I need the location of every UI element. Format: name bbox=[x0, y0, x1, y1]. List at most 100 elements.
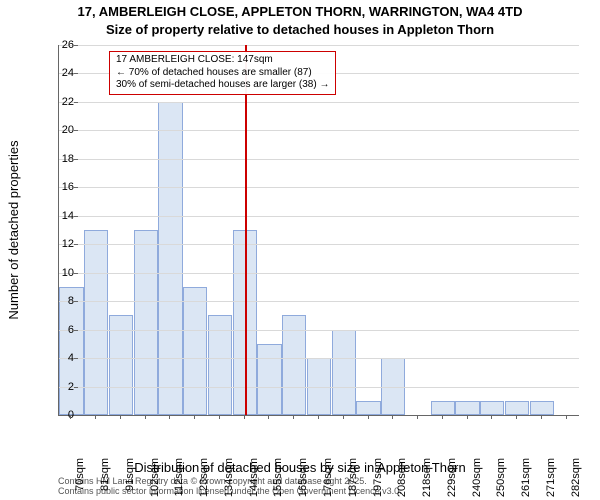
gridline-h bbox=[59, 330, 579, 331]
y-tick-mark bbox=[74, 301, 78, 302]
reference-line bbox=[245, 45, 247, 415]
histogram-bar bbox=[183, 287, 207, 415]
x-tick-mark bbox=[343, 415, 344, 419]
histogram-bar bbox=[257, 344, 281, 415]
histogram-bar bbox=[455, 401, 479, 415]
x-tick-label: 123sqm bbox=[198, 458, 210, 497]
gridline-h bbox=[59, 358, 579, 359]
x-tick-label: 240sqm bbox=[471, 458, 483, 497]
x-tick-mark bbox=[293, 415, 294, 419]
y-tick-mark bbox=[74, 244, 78, 245]
x-tick-mark bbox=[566, 415, 567, 419]
gridline-h bbox=[59, 102, 579, 103]
y-tick-label: 8 bbox=[46, 295, 74, 307]
histogram-bar bbox=[480, 401, 504, 415]
x-tick-label: 271sqm bbox=[545, 458, 557, 497]
y-tick-mark bbox=[74, 187, 78, 188]
histogram-bar bbox=[505, 401, 529, 415]
x-tick-label: 81sqm bbox=[99, 458, 111, 491]
x-tick-label: 208sqm bbox=[396, 458, 408, 497]
reference-annotation: 17 AMBERLEIGH CLOSE: 147sqm ← 70% of det… bbox=[109, 51, 336, 95]
gridline-h bbox=[59, 387, 579, 388]
gridline-h bbox=[59, 130, 579, 131]
x-tick-mark bbox=[516, 415, 517, 419]
x-tick-label: 187sqm bbox=[347, 458, 359, 497]
y-tick-mark bbox=[74, 159, 78, 160]
y-tick-mark bbox=[74, 130, 78, 131]
x-tick-label: 134sqm bbox=[223, 458, 235, 497]
gridline-h bbox=[59, 273, 579, 274]
x-tick-mark bbox=[392, 415, 393, 419]
x-tick-mark bbox=[368, 415, 369, 419]
x-tick-mark bbox=[467, 415, 468, 419]
gridline-h bbox=[59, 301, 579, 302]
x-tick-mark bbox=[95, 415, 96, 419]
x-tick-mark bbox=[268, 415, 269, 419]
gridline-h bbox=[59, 244, 579, 245]
x-tick-label: 102sqm bbox=[149, 458, 161, 497]
x-tick-label: 229sqm bbox=[446, 458, 458, 497]
x-tick-label: 70sqm bbox=[74, 458, 86, 491]
y-tick-label: 24 bbox=[46, 67, 74, 79]
gridline-h bbox=[59, 216, 579, 217]
x-tick-mark bbox=[169, 415, 170, 419]
y-tick-mark bbox=[74, 358, 78, 359]
x-tick-label: 155sqm bbox=[272, 458, 284, 497]
x-tick-mark bbox=[318, 415, 319, 419]
x-tick-mark bbox=[244, 415, 245, 419]
plot-area: 17 AMBERLEIGH CLOSE: 147sqm ← 70% of det… bbox=[58, 45, 579, 416]
x-tick-mark bbox=[219, 415, 220, 419]
x-tick-mark bbox=[70, 415, 71, 419]
x-tick-label: 250sqm bbox=[495, 458, 507, 497]
histogram-bar bbox=[431, 401, 455, 415]
x-tick-mark bbox=[442, 415, 443, 419]
y-axis-label: Number of detached properties bbox=[6, 140, 21, 319]
x-tick-label: 261sqm bbox=[520, 458, 532, 497]
y-tick-label: 4 bbox=[46, 352, 74, 364]
histogram-bar bbox=[158, 102, 182, 415]
gridline-h bbox=[59, 187, 579, 188]
chart-title-line2: Size of property relative to detached ho… bbox=[0, 22, 600, 38]
x-tick-mark bbox=[194, 415, 195, 419]
y-tick-mark bbox=[74, 45, 78, 46]
y-tick-label: 16 bbox=[46, 181, 74, 193]
gridline-h bbox=[59, 159, 579, 160]
y-tick-label: 22 bbox=[46, 96, 74, 108]
y-tick-label: 20 bbox=[46, 124, 74, 136]
y-tick-mark bbox=[74, 102, 78, 103]
y-tick-label: 18 bbox=[46, 153, 74, 165]
histogram-bar bbox=[356, 401, 380, 415]
histogram-bar bbox=[530, 401, 554, 415]
annotation-line1: 17 AMBERLEIGH CLOSE: 147sqm bbox=[116, 54, 329, 67]
x-tick-mark bbox=[541, 415, 542, 419]
x-tick-mark bbox=[417, 415, 418, 419]
histogram-bar bbox=[332, 330, 356, 415]
annotation-line2: ← 70% of detached houses are smaller (87… bbox=[116, 67, 329, 80]
y-tick-label: 14 bbox=[46, 210, 74, 222]
y-tick-mark bbox=[74, 415, 78, 416]
x-tick-label: 91sqm bbox=[124, 458, 136, 491]
y-tick-label: 10 bbox=[46, 267, 74, 279]
x-tick-label: 197sqm bbox=[372, 458, 384, 497]
y-tick-label: 26 bbox=[46, 39, 74, 51]
y-tick-mark bbox=[74, 387, 78, 388]
y-tick-mark bbox=[74, 216, 78, 217]
x-tick-label: 165sqm bbox=[297, 458, 309, 497]
x-tick-mark bbox=[120, 415, 121, 419]
x-tick-label: 176sqm bbox=[322, 458, 334, 497]
y-tick-label: 12 bbox=[46, 238, 74, 250]
y-tick-mark bbox=[74, 273, 78, 274]
x-tick-mark bbox=[145, 415, 146, 419]
x-tick-mark bbox=[491, 415, 492, 419]
annotation-line3: 30% of semi-detached houses are larger (… bbox=[116, 79, 329, 92]
y-tick-mark bbox=[74, 330, 78, 331]
x-tick-label: 112sqm bbox=[173, 458, 185, 496]
chart-container: { "chart": { "type": "histogram", "title… bbox=[0, 0, 600, 500]
y-tick-label: 6 bbox=[46, 324, 74, 336]
x-tick-label: 282sqm bbox=[570, 458, 582, 497]
x-tick-label: 144sqm bbox=[248, 458, 260, 497]
chart-title-line1: 17, AMBERLEIGH CLOSE, APPLETON THORN, WA… bbox=[0, 4, 600, 20]
y-tick-label: 2 bbox=[46, 381, 74, 393]
x-tick-label: 218sqm bbox=[421, 458, 433, 497]
gridline-h bbox=[59, 45, 579, 46]
